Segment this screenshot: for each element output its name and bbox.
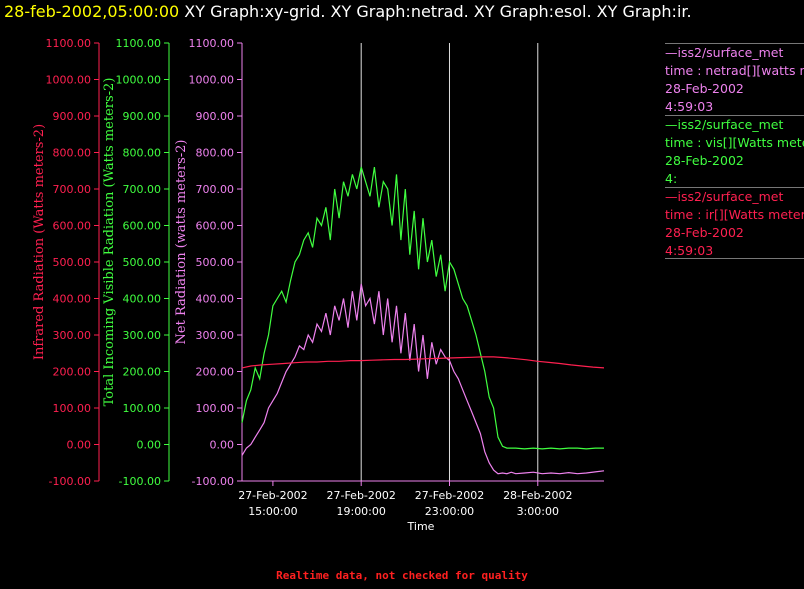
axes: 1100.00 1000.00 900.00 800.00 700.00 600.00 50… [32, 37, 243, 488]
y-tick-label: 100.00 [196, 402, 235, 415]
y-tick-label: 300.00 [123, 329, 162, 342]
y-tick-label: 0.00 [67, 439, 92, 452]
legend-line2: time : netrad[][watts meters-2] [665, 63, 804, 78]
y-tick-label: 200.00 [53, 366, 92, 379]
y-tick-label: 800.00 [196, 147, 235, 160]
legend-line2: time : ir[][Watts meters-2] [665, 207, 804, 222]
y-tick-label: 800.00 [53, 147, 92, 160]
y-tick-label: 700.00 [123, 183, 162, 196]
y-tick-label: 700.00 [53, 183, 92, 196]
legend-separator [665, 187, 804, 188]
series-line-vis [241, 166, 604, 450]
y-tick-label: 700.00 [196, 183, 235, 196]
y-tick-label: -100.00 [119, 475, 161, 488]
y-tick-label: 1000.00 [189, 74, 235, 87]
series [241, 166, 605, 475]
y-tick-label: 600.00 [123, 220, 162, 233]
y-axis-1: 1100.00 1000.00 900.00 800.00 700.00 600.00 50… [32, 37, 100, 488]
legend-line3: 28-Feb-2002 [665, 81, 744, 96]
legend-line3: 28-Feb-2002 [665, 153, 744, 168]
x-tick-date: 27-Feb-2002 [415, 489, 484, 502]
x-tick-time: 23:00:00 [425, 505, 474, 518]
x-tick-time: 19:00:00 [336, 505, 385, 518]
y-tick-label: 500.00 [196, 256, 235, 269]
y-tick-label: 400.00 [196, 293, 235, 306]
legend-separator [665, 115, 804, 116]
legend-line1: —iss2/surface_met [665, 45, 784, 60]
y-tick-label: 800.00 [123, 147, 162, 160]
y-tick-label: 200.00 [196, 366, 235, 379]
legend-line1: —iss2/surface_met [665, 117, 784, 132]
y-tick-label: 0.00 [137, 439, 162, 452]
y-tick-label: 100.00 [123, 402, 162, 415]
title-bar: 28-feb-2002,05:00:00 XY Graph:xy-grid. X… [4, 2, 804, 24]
y-tick-label: 600.00 [196, 220, 235, 233]
y-tick-label: 100.00 [53, 402, 92, 415]
quality-note: Realtime data, not checked for quality [276, 569, 528, 582]
legend-line3: 28-Feb-2002 [665, 225, 744, 240]
y-tick-label: 900.00 [53, 110, 92, 123]
y-tick-label: 300.00 [196, 329, 235, 342]
x-tick-date: 27-Feb-2002 [238, 489, 307, 502]
legend-line4: 4:59:03 [665, 243, 714, 258]
y-tick-label: 1100.00 [46, 37, 92, 50]
y-axis-label: Net Radiation (watts meters-2) [174, 140, 189, 345]
y-tick-label: 900.00 [123, 110, 162, 123]
legend-separator [665, 43, 804, 44]
legend-line1: —iss2/surface_met [665, 189, 784, 204]
series-line-net [241, 283, 605, 475]
y-tick-label: 200.00 [123, 366, 162, 379]
y-tick-label: 1100.00 [189, 37, 235, 50]
y-axis-label: Total Incoming Visible Radiation (Watts … [102, 78, 117, 407]
y-tick-label: 0.00 [210, 439, 235, 452]
y-tick-label: 600.00 [53, 220, 92, 233]
legend-separator [665, 258, 804, 259]
y-tick-label: -100.00 [192, 475, 234, 488]
y-axis-label: Infrared Radiation (Watts meters-2) [32, 124, 47, 360]
x-tick-time: 15:00:00 [248, 505, 297, 518]
y-tick-label: 1000.00 [46, 74, 92, 87]
legend-line4: 4: [665, 171, 678, 186]
y-tick-label: -100.00 [49, 475, 91, 488]
y-tick-label: 400.00 [123, 293, 162, 306]
legend-line2: time : vis[][Watts meters-2] [665, 135, 804, 150]
x-axis-label: Time [407, 520, 435, 533]
timestamp: 28-feb-2002,05:00:00 [4, 2, 180, 21]
y-tick-label: 400.00 [53, 293, 92, 306]
y-tick-label: 1100.00 [116, 37, 162, 50]
y-axis-2: 1100.00 1000.00 900.00 800.00 700.00 600.00 50… [102, 37, 170, 488]
y-tick-label: 500.00 [123, 256, 162, 269]
y-axis-3: 1100.00 1000.00 900.00 800.00 700.00 600.00 50… [174, 37, 243, 488]
y-tick-label: 900.00 [196, 110, 235, 123]
graph-list: XY Graph:xy-grid. XY Graph:netrad. XY Gr… [184, 2, 692, 21]
x-tick-date: 27-Feb-2002 [326, 489, 395, 502]
y-tick-label: 500.00 [53, 256, 92, 269]
y-tick-label: 300.00 [53, 329, 92, 342]
x-tick-date: 28-Feb-2002 [503, 489, 572, 502]
y-tick-label: 1000.00 [116, 74, 162, 87]
series-line-ir [241, 356, 605, 369]
x-axis: 27-Feb-2002 15:00:00 27-Feb-2002 19:00:00 27… [238, 480, 604, 533]
x-tick-time: 3:00:00 [517, 505, 559, 518]
legend-line4: 4:59:03 [665, 99, 714, 114]
